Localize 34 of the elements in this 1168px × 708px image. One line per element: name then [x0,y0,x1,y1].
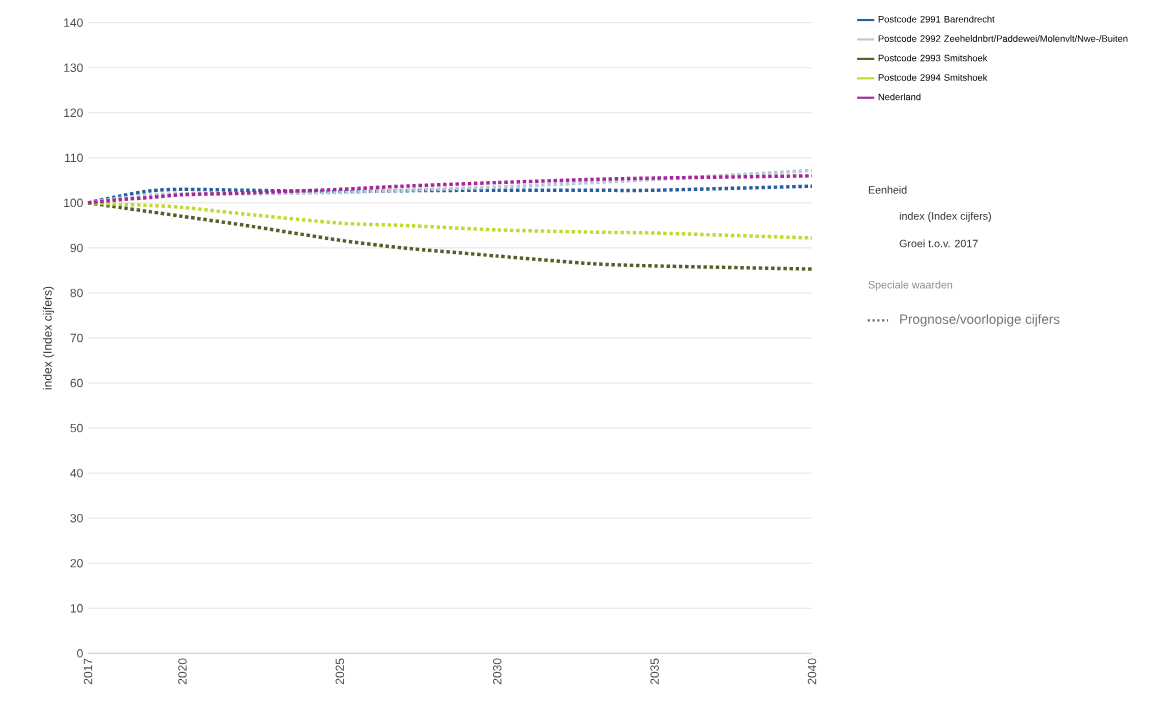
y-tick-label: 20 [70,558,83,568]
text: Speciale waarden [868,280,953,291]
text: index (Index cijfers) [899,211,991,222]
line-series [86,174,814,205]
text: Prognose/voorlopige cijfers [900,314,1060,327]
legend-label: Postcode 2992 Zeeheldnbrt/Paddewei/Molenvlt/Nwe-/Buiten [878,35,1128,42]
y-tick-label: 100 [64,198,83,208]
text: Eenheid [868,185,907,194]
y-tick-label: 90 [70,243,83,253]
y-tick-label: 30 [70,513,83,523]
y-tick-label: 130 [64,63,83,72]
y-tick-label: 80 [70,288,83,298]
x-tick-label: 2025 [335,658,345,685]
x-tick-label: 2020 [178,658,187,685]
y-tick-label: 40 [70,468,83,478]
y-tick-label: 110 [65,153,83,163]
legend-label: Postcode 2994 Smitshoek [878,73,988,81]
y-tick-label: 50 [70,423,83,433]
x-tick-label: 2035 [650,658,659,685]
legend-label: Nederland [878,93,921,101]
x-tick-label: 2017 [83,658,93,685]
y-axis-title: index (Index cijfers) [42,286,55,390]
y-tick-label: 10 [70,604,83,613]
line-series [86,201,814,240]
legend-label: Postcode 2991 Barendrecht [878,15,995,23]
text: Groei t.o.v. 2017 [899,239,978,248]
x-tick-label: 2040 [807,658,817,685]
y-tick-label: 140 [64,18,83,27]
y-tick-label: 70 [70,333,83,343]
legend-label: Postcode 2993 Smitshoek [878,54,988,62]
y-tick-label: 120 [64,108,83,118]
x-tick-label: 2030 [492,658,502,685]
y-tick-label: 0 [77,649,83,658]
y-tick-label: 60 [70,378,83,388]
